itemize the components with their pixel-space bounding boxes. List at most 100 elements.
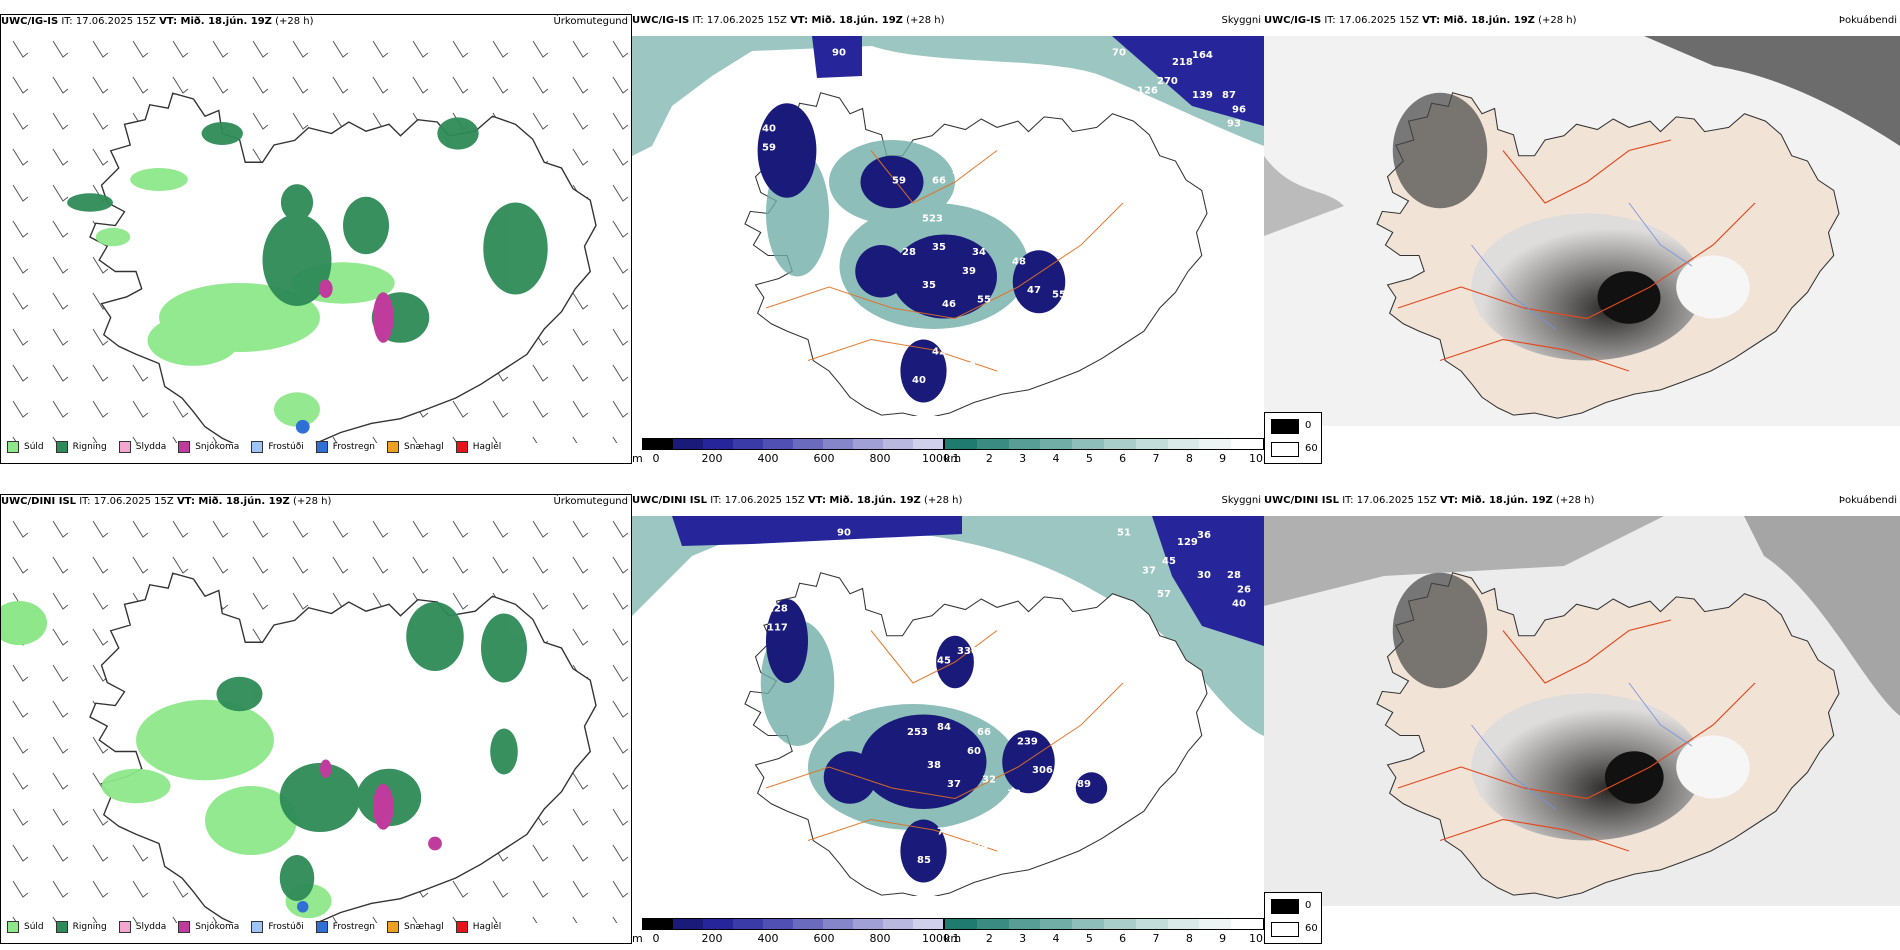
legend-label: Haglél [472,442,502,452]
visibility-label: 45 [1162,556,1176,567]
lead-time: (+28 h) [1538,15,1577,26]
scale-cell [853,439,883,449]
visibility-map: 109 90 61 49 40 37 59 44 54 65 55 63 52 52 66 59 523 28 35… [632,36,1264,416]
legend-item: Haglél [455,921,501,933]
visibility-label: 65 [722,180,736,191]
fog-legend-label-0: 0 [1305,420,1312,431]
legend-item: Haglél [455,441,502,453]
visibility-label: 57 [897,656,911,667]
scale-cell [673,439,703,449]
visibility-label: 34 [952,385,966,396]
visibility-label: 38 [927,760,941,771]
scale-cell [1008,439,1041,449]
lead-time: (+28 h) [1555,495,1595,506]
visibility-label: 59 [762,142,776,153]
visibility-label: 96 [1232,104,1246,115]
scale-cell [703,919,733,929]
scale-cell [853,919,883,929]
visibility-label: 54 [702,166,716,177]
visibility-label: 63 [1072,299,1086,310]
scale-unit-m: m [632,932,643,944]
legend-item: Snæhagl [387,441,444,453]
lead-time: (+28 h) [292,496,332,507]
visibility-label: 56 [832,233,846,244]
scale-tick: 4 [1052,452,1060,464]
scale-tick: 200 [701,932,723,944]
visibility-label: 55 [977,294,991,305]
visibility-label: 35 [922,280,936,291]
scale-cell [733,919,763,929]
visibility-label: 47 [1027,285,1041,296]
legend-swatch [7,441,19,453]
precip-type-panel-2: UWC/DINI ISL IT: 17.06.2025 15Z VT: Mið.… [0,494,632,944]
visibility-scale-m: m 0 200 400 600 800 1000 [632,918,950,944]
legend-item: Slydda [118,921,166,933]
visibility-label: 46 [942,299,956,310]
scale-cell [883,439,913,449]
scale-cell [1040,439,1073,449]
legend-swatch [455,441,468,453]
fog-legend-label-60: 60 [1305,443,1318,454]
legend-item: Frostregn [315,441,376,453]
visibility-label: 40 [762,123,776,134]
visibility-label: 32 [982,774,996,785]
model-name: UWC/DINI ISL [1,496,77,507]
scale-cell [643,919,673,929]
visibility-label: 213 [737,618,758,629]
scale-cell [763,439,793,449]
legend-swatch [55,921,68,933]
visibility-label: 49 [1107,803,1121,814]
legend-item: Rigning [55,921,107,933]
scale-tick: 6 [1119,932,1127,944]
legend-swatch [455,921,468,933]
scale-cell [1008,919,1041,929]
visibility-label: 87 [1222,90,1236,101]
legend-swatch [251,441,264,453]
panel-header: UWC/IG-IS IT: 17.06.2025 15Z VT: Mið. 18… [1,15,631,31]
visibility-label: 93 [1227,119,1241,130]
visibility-label: 28 [902,247,916,258]
lead-time: (+28 h) [923,495,963,506]
valid-time: VT: Mið. 18.jún. 19Z [790,15,903,26]
scale-tick: 1 [952,452,960,464]
visibility-label: 15 [1072,337,1086,348]
visibility-label: 45 [937,656,951,667]
visibility-label: 84 [937,722,951,733]
fog-map [1264,36,1900,426]
model-name: UWC/DINI ISL [632,495,708,506]
scale-cell [1072,439,1104,449]
scale-cell [823,439,853,449]
model-name: UWC/IG-IS [632,15,690,26]
visibility-label: 37 [947,779,961,790]
scale-unit-km: km [944,452,962,464]
panel-header: UWC/IG-IS IT: 17.06.2025 15Z VT: Mið. 18… [632,14,1264,30]
legend-swatch [315,441,328,453]
scale-cell [1167,439,1200,449]
scale-cell [673,919,703,929]
init-time: IT: 17.06.2025 15Z [61,16,156,27]
legend-swatch [55,441,68,453]
legend-item: Frostúði [251,441,304,453]
visibility-label: 101 [967,618,988,629]
scale-cell [823,919,853,929]
visibility-label: 99 [727,660,741,671]
panel-title: Úrkomutegund [553,496,628,507]
visibility-label: 90 [832,47,846,58]
visibility-label: 119 [737,580,758,591]
legend-swatch [178,921,191,933]
visibility-label: 49 [727,119,741,130]
legend-label: Frostúði [268,442,304,452]
scale-cell [1135,439,1168,449]
visibility-label: 139 [1192,90,1213,101]
visibility-label: 67 [977,656,991,667]
visibility-labels: 109 90 61 49 40 37 59 44 54 65 55 63 52 52 66 59 523 28 35… [702,47,1246,410]
visibility-label: 253 [907,727,928,738]
visibility-label: 124 [967,841,988,852]
scale-tick: 0 [652,932,660,944]
legend-label: Frostregn [332,442,376,452]
legend-label: Frostúði [268,922,304,932]
scale-tick: 1000 [922,932,950,944]
fog-legend-swatch-0 [1271,419,1299,434]
visibility-label: 523 [922,214,943,225]
visibility-label: 128 [767,603,788,614]
